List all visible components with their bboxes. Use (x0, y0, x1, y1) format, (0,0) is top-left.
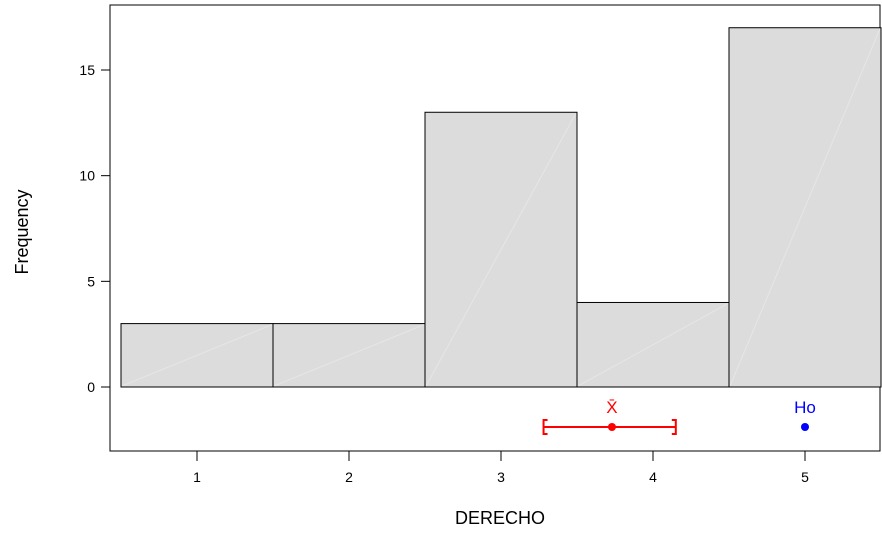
bar-sheen-4 (577, 303, 729, 387)
y-tick-label-10: 10 (79, 168, 95, 184)
null-hypothesis-marker: Ho (794, 398, 816, 431)
x-axis: 1 2 3 4 5 (121, 450, 880, 485)
y-tick-label-15: 15 (79, 62, 95, 78)
x-axis-title: DERECHO (455, 508, 545, 528)
x-tick-label-3: 3 (497, 469, 505, 485)
bar-sheen-2 (273, 324, 425, 387)
bars-group (120, 27, 882, 388)
mean-point (607, 423, 616, 431)
ho-point (801, 423, 809, 431)
bar-sheen-3 (425, 113, 577, 387)
x-tick-label-2: 2 (345, 469, 353, 485)
y-tick-label-0: 0 (87, 379, 95, 395)
bar-sheen-5 (729, 28, 881, 387)
bar-sheen-1 (121, 324, 273, 387)
x-tick-label-1: 1 (193, 469, 201, 485)
mean-label: X̄ (606, 398, 617, 417)
y-axis-title: Frequency (12, 189, 32, 274)
mean-confidence-interval: X̄ (542, 398, 677, 435)
y-tick-label-5: 5 (87, 273, 95, 289)
ci-right-bracket (671, 419, 677, 435)
ci-left-bracket (542, 419, 548, 435)
x-tick-label-4: 4 (649, 469, 657, 485)
ho-label: Ho (794, 398, 816, 417)
y-axis: 0 5 10 15 (79, 5, 111, 451)
x-tick-label-5: 5 (801, 469, 809, 485)
